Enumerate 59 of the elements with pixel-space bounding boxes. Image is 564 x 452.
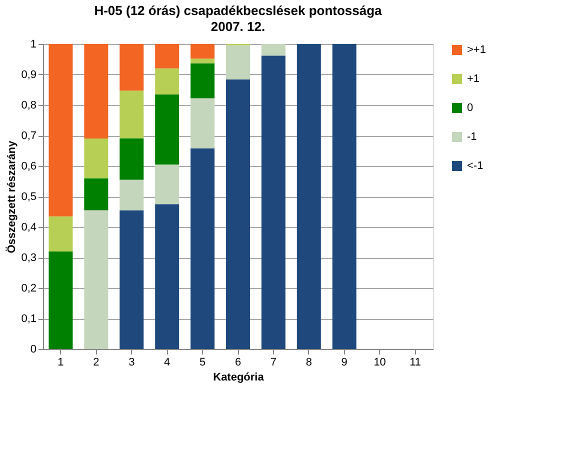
y-tick-label: 0,5 — [21, 191, 36, 203]
bar — [226, 45, 250, 80]
bar — [84, 138, 108, 178]
bar — [261, 44, 286, 56]
bar — [84, 210, 108, 349]
bar — [120, 210, 144, 349]
bar — [296, 44, 321, 349]
bar — [120, 90, 144, 138]
bar — [226, 79, 250, 349]
x-axis-title: Kategória — [213, 372, 265, 384]
bar — [48, 44, 73, 216]
y-tick-label: 0 — [30, 344, 36, 356]
chart-subtitle: 2007. 12. — [210, 19, 266, 34]
bar — [190, 98, 215, 148]
y-tick-label: 0,8 — [21, 100, 36, 112]
x-tick-label: 1 — [58, 356, 64, 368]
bar — [48, 251, 73, 349]
bar — [155, 164, 180, 204]
bar — [155, 68, 180, 94]
bar — [120, 180, 144, 210]
x-tick-label: 9 — [341, 356, 348, 368]
legend-label: 0 — [467, 102, 474, 114]
bar — [84, 44, 108, 139]
x-tick-label: 11 — [410, 356, 421, 368]
y-tick-label: 0,2 — [21, 282, 36, 294]
legend-label: <-1 — [467, 160, 484, 172]
x-tick-label: 7 — [270, 356, 277, 368]
bar — [190, 148, 215, 349]
legend-label: -1 — [467, 131, 477, 143]
x-tick-label: 5 — [199, 356, 206, 368]
bar — [190, 63, 215, 98]
y-axis-title: Összegzett részarány — [5, 140, 18, 254]
bar — [84, 178, 108, 210]
chart-title: H-05 (12 órás) csapadékbecslések pontossága — [94, 3, 383, 18]
bar — [48, 216, 73, 252]
x-tick-label: 3 — [128, 356, 135, 368]
x-tick-label: 4 — [164, 356, 170, 368]
x-tick-label: 2 — [93, 356, 100, 368]
y-tick-label: 0,9 — [21, 69, 36, 81]
y-tick-label: 1 — [30, 38, 36, 50]
y-tick-label: 0,4 — [21, 222, 36, 234]
bar — [120, 138, 144, 180]
x-tick-label: 10 — [374, 356, 386, 368]
bar — [261, 56, 286, 349]
bar — [155, 94, 180, 164]
legend-label: >+1 — [467, 44, 486, 56]
bar — [190, 58, 215, 64]
x-tick-label: 6 — [234, 356, 242, 368]
y-tick-label: 0,1 — [21, 313, 36, 325]
y-tick-label: 0,7 — [21, 130, 36, 142]
legend-label: +1 — [467, 73, 480, 85]
bar — [332, 44, 356, 349]
bar — [120, 44, 144, 91]
y-tick-label: 0,6 — [21, 160, 36, 172]
bar — [155, 204, 180, 349]
x-tick-label: 8 — [306, 356, 312, 368]
y-tick-label: 0,3 — [21, 252, 36, 264]
bar — [155, 44, 180, 68]
bar — [190, 44, 215, 59]
